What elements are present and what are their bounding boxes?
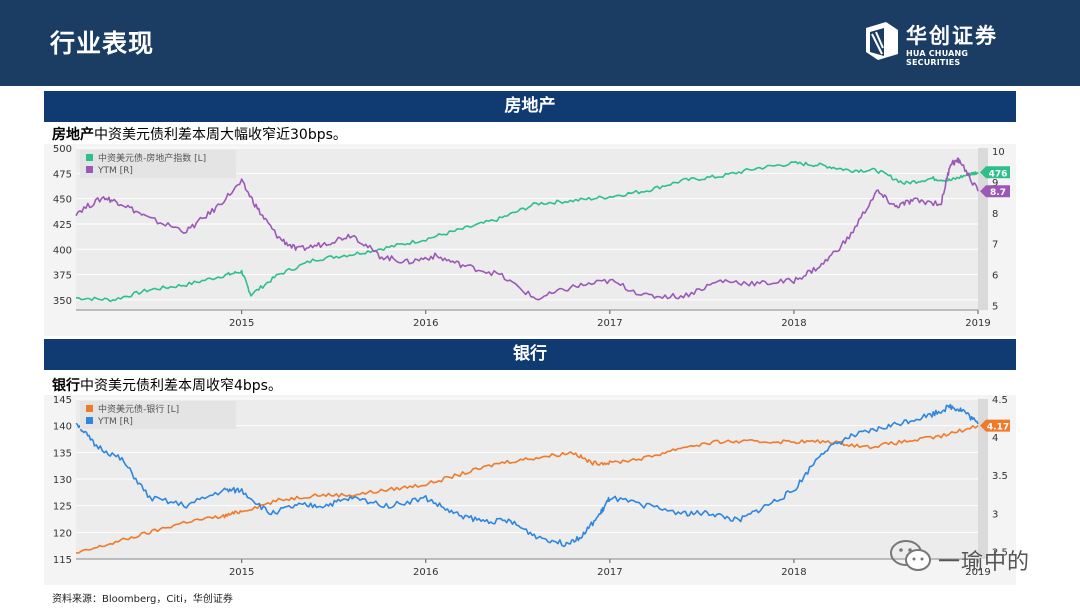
caption-text: 中资美元债利差本周大幅收窄近30bps。 [94, 127, 347, 143]
y-right-tick-label: 4 [992, 433, 998, 444]
page-title: 行业表现 [50, 29, 155, 58]
y-right-tick-label: 10 [992, 147, 1005, 158]
y-left-tick-label: 375 [53, 271, 72, 282]
header-bar: 行业表现 华创证券 HUA CHUANG SECURITIES [0, 0, 1080, 86]
x-tick-label: 2016 [413, 567, 438, 578]
y-left-tick-label: 500 [53, 144, 72, 155]
x-tick-label: 2015 [229, 567, 254, 578]
chart-legend: 中资美元债-银行 [L] YTM [R] [80, 401, 236, 429]
x-tick-label: 2019 [965, 567, 990, 578]
y-left-tick-label: 120 [53, 528, 72, 539]
series-line [75, 160, 979, 303]
legend-box [80, 150, 236, 178]
logo-english-name: HUA CHUANG SECURITIES [906, 49, 969, 67]
caption-bank: 银行中资美元债利差本周收窄4bps。 [52, 375, 282, 395]
legend-label: YTM [R] [97, 417, 133, 427]
source-note: 资料来源：Bloomberg，Citi，华创证券 [52, 594, 233, 605]
company-logo: 华创证券 HUA CHUANG SECURITIES [862, 20, 1022, 67]
y-right-tick-label: 3.5 [992, 471, 1008, 482]
section-bar-bank: 银行 [44, 339, 1016, 370]
series-line [75, 403, 979, 548]
y-right-tick-label: 3 [992, 509, 998, 520]
y-left-tick-label: 130 [53, 475, 72, 486]
chart-real-estate-svg: 350 375 400 425 450 475 500 5 6 7 8 9 10 2015 2016 2017… [44, 144, 1016, 336]
legend-box [80, 401, 236, 429]
caption-real-estate: 房地产中资美元债利差本周大幅收窄近30bps。 [52, 124, 347, 144]
end-value-label: 4.17 [987, 423, 1009, 433]
legend-swatch [86, 417, 93, 424]
y-right-tick-label: 9 [992, 178, 998, 189]
x-tick-label: 2018 [781, 318, 806, 329]
y-left-tick-label: 115 [53, 555, 72, 566]
y-right-tick-label: 5 [992, 301, 998, 312]
legend-label: YTM [R] [97, 166, 133, 176]
y-left-tick-label: 475 [53, 169, 72, 180]
caption-text: 中资美元债利差本周收窄4bps。 [80, 378, 282, 394]
section-bar-real-estate: 房地产 [44, 91, 1016, 122]
chart-bank: 115 120 125 130 135 140 145 2.5 3 3.5 4 4.5 2015 2016… [44, 395, 1016, 585]
chart-real-estate: 350 375 400 425 450 475 500 5 6 7 8 9 10 2015 2016 2017… [44, 144, 1016, 336]
y-left-tick-label: 145 [53, 395, 72, 406]
y-right-tick-label: 4.5 [992, 395, 1008, 406]
end-value-label: 8.7 [990, 188, 1006, 198]
y-right-tick-label: 6 [992, 271, 998, 282]
end-value-callout [980, 419, 1010, 432]
y-right-tick-label: 2.5 [992, 547, 1008, 558]
x-tick-label: 2018 [781, 567, 806, 578]
y-left-tick-label: 400 [53, 245, 72, 256]
x-tick-label: 2017 [597, 318, 622, 329]
y-left-tick-label: 425 [53, 220, 72, 231]
series-line [75, 425, 979, 554]
watermark-text: 一瑜中的 [938, 550, 1031, 575]
end-value-callout [980, 166, 1010, 179]
end-value-callout [980, 185, 1010, 198]
y-right-tick-label: 8 [992, 209, 998, 220]
chart-legend: 中资美元债-房地产指数 [L] YTM [R] [80, 150, 236, 178]
caption-bold: 房地产 [52, 127, 94, 143]
logo-mark-icon [866, 22, 898, 60]
x-tick-label: 2016 [413, 318, 438, 329]
legend-swatch [86, 166, 93, 173]
legend-swatch [86, 154, 93, 161]
x-tick-label: 2017 [597, 567, 622, 578]
y-left-tick-label: 135 [53, 448, 72, 459]
wechat-icon [890, 540, 931, 571]
y-left-tick-label: 125 [53, 502, 72, 513]
caption-bold: 银行 [52, 378, 80, 394]
logo-chinese-name: 华创证券 [906, 24, 998, 48]
legend-swatch [86, 405, 93, 412]
watermark: 一瑜中的 [888, 538, 1048, 578]
y-left-tick-label: 140 [53, 422, 72, 433]
legend-label: 中资美元债-房地产指数 [L] [98, 152, 206, 164]
y-left-tick-label: 450 [53, 195, 72, 206]
y-right-tick-label: 7 [992, 240, 998, 251]
x-tick-label: 2015 [229, 318, 254, 329]
x-tick-label: 2019 [965, 318, 990, 329]
chart-bank-svg: 115 120 125 130 135 140 145 2.5 3 3.5 4 4.5 2015 2016… [44, 395, 1016, 585]
scrollbar-right[interactable] [978, 148, 988, 310]
series-line [75, 157, 979, 301]
scrollbar-right[interactable] [978, 399, 988, 559]
legend-label: 中资美元债-银行 [L] [98, 403, 179, 415]
y-left-tick-label: 350 [53, 296, 72, 307]
end-value-label: 476 [989, 169, 1008, 179]
